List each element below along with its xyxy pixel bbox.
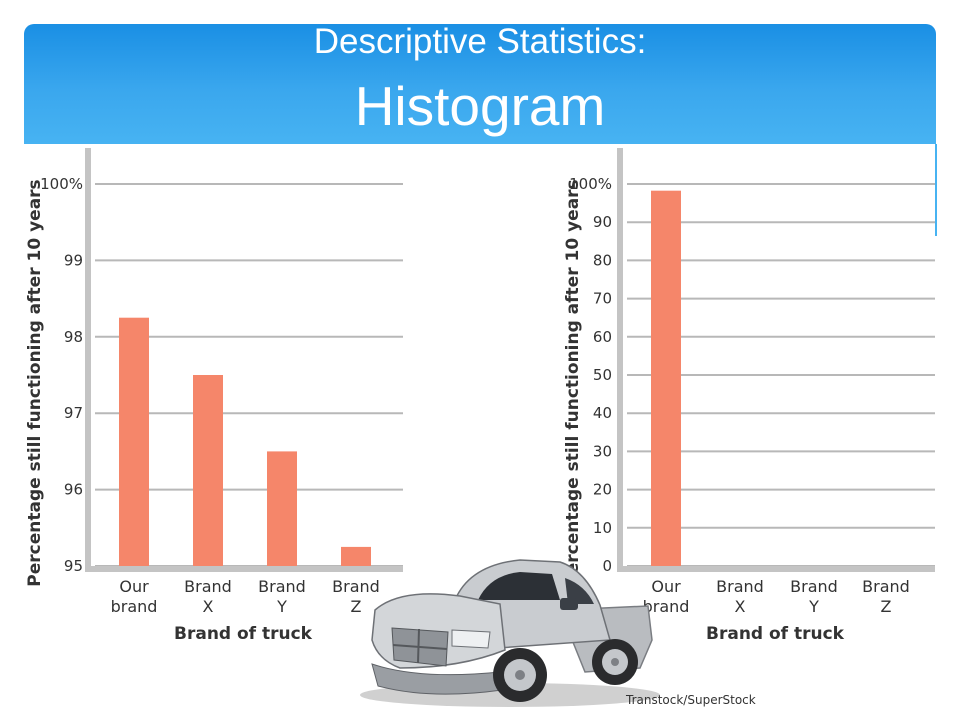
x-tick-label: brand: [111, 597, 158, 616]
y-tick-label: 50: [593, 366, 612, 384]
slide-subtitle: Histogram: [354, 75, 606, 137]
x-tick-label: X: [735, 597, 746, 616]
bar: [651, 190, 681, 566]
y-tick-label: 10: [593, 519, 612, 537]
y-tick-label: 97: [64, 404, 83, 422]
y-axis: [85, 148, 91, 572]
y-tick-label: 95: [64, 557, 83, 575]
x-tick-label: Brand: [790, 577, 838, 596]
x-tick-label: Brand: [716, 577, 764, 596]
y-tick-label: 100%: [569, 175, 612, 193]
y-tick-label: 100%: [40, 175, 83, 193]
x-tick-label: Our: [651, 577, 681, 596]
y-tick-label: 70: [593, 290, 612, 308]
x-tick-label: X: [203, 597, 214, 616]
y-tick-label: 90: [593, 213, 612, 231]
y-tick-label: 40: [593, 404, 612, 422]
x-axis: [85, 566, 403, 572]
y-tick-label: 96: [64, 481, 83, 499]
bar: [193, 375, 223, 566]
y-tick-label: 0: [602, 557, 612, 575]
x-axis-label: Brand of truck: [174, 624, 313, 644]
y-tick-label: 60: [593, 328, 612, 346]
y-axis-label: Percentage still functioning after 10 ye…: [563, 179, 583, 586]
x-tick-label: brand: [643, 597, 690, 616]
banner-edge: [935, 144, 937, 236]
pickup-truck-photo: [360, 559, 660, 707]
y-tick-label: 20: [593, 481, 612, 499]
chart-zoomed-axis: 9596979899100%OurbrandBrandXBrandYBrandZ…: [25, 148, 403, 644]
x-tick-label: Z: [351, 597, 362, 616]
x-tick-label: Brand: [258, 577, 306, 596]
y-axis-label: Percentage still functioning after 10 ye…: [25, 179, 45, 586]
y-axis: [617, 148, 623, 572]
y-tick-label: 80: [593, 251, 612, 269]
x-axis: [617, 566, 935, 572]
x-tick-label: Brand: [184, 577, 232, 596]
bar: [341, 546, 371, 566]
x-tick-label: Y: [276, 597, 287, 616]
x-tick-label: Brand: [332, 577, 380, 596]
y-tick-label: 98: [64, 328, 83, 346]
x-axis-label: Brand of truck: [706, 624, 845, 644]
x-tick-label: Brand: [862, 577, 910, 596]
y-tick-label: 99: [64, 251, 83, 269]
x-tick-label: Our: [119, 577, 149, 596]
x-tick-label: Y: [808, 597, 819, 616]
bar: [267, 451, 297, 566]
bar: [119, 317, 149, 566]
y-tick-label: 30: [593, 442, 612, 460]
chart-full-axis: 0102030405060708090100%OurbrandBrandXBra…: [563, 148, 935, 644]
title-banner: [24, 24, 936, 144]
slide-title: Descriptive Statistics:: [313, 22, 647, 61]
photo-credit: Transtock/SuperStock: [626, 693, 756, 707]
x-tick-label: Z: [881, 597, 892, 616]
